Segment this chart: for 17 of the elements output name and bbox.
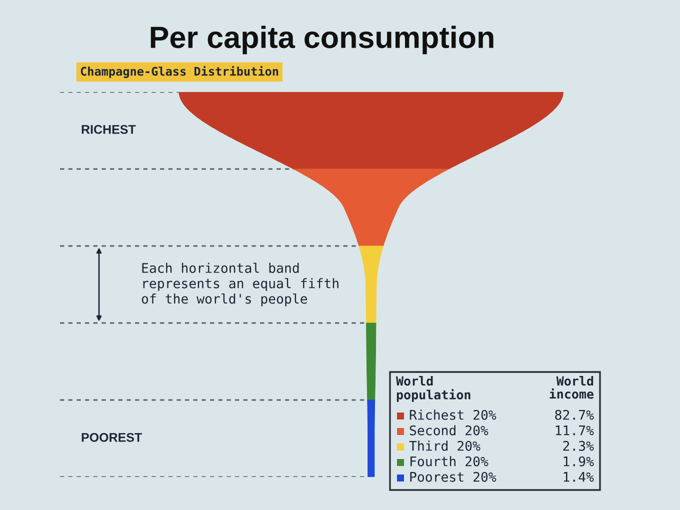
category-label: Richest 20% xyxy=(410,410,496,420)
data-label: 82.7% xyxy=(555,410,594,420)
text: Per capita consumption xyxy=(150,26,494,54)
category-label: Poorest 20% xyxy=(410,472,496,482)
data-label: 2.3% xyxy=(563,440,594,451)
text: Champagne-Glass Distribution xyxy=(80,66,278,78)
data-label: 1.9% xyxy=(564,456,594,466)
text: RICHEST xyxy=(82,125,136,134)
data-label: 11.7% xyxy=(556,426,594,436)
legend-title: World population xyxy=(396,376,470,402)
category-label: Fourth 20% xyxy=(410,456,488,466)
category-label: Third 20% xyxy=(409,440,480,451)
text: Each horizontal band represents an equal fifth of the world's people xyxy=(142,262,338,306)
category-label: Second 20% xyxy=(410,425,488,436)
text: World income xyxy=(550,376,594,399)
text: POOREST xyxy=(82,433,142,442)
data-label: 1.4% xyxy=(564,472,594,482)
